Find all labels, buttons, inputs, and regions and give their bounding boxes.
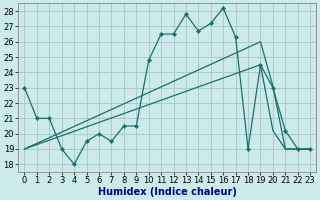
X-axis label: Humidex (Indice chaleur): Humidex (Indice chaleur) xyxy=(98,187,237,197)
